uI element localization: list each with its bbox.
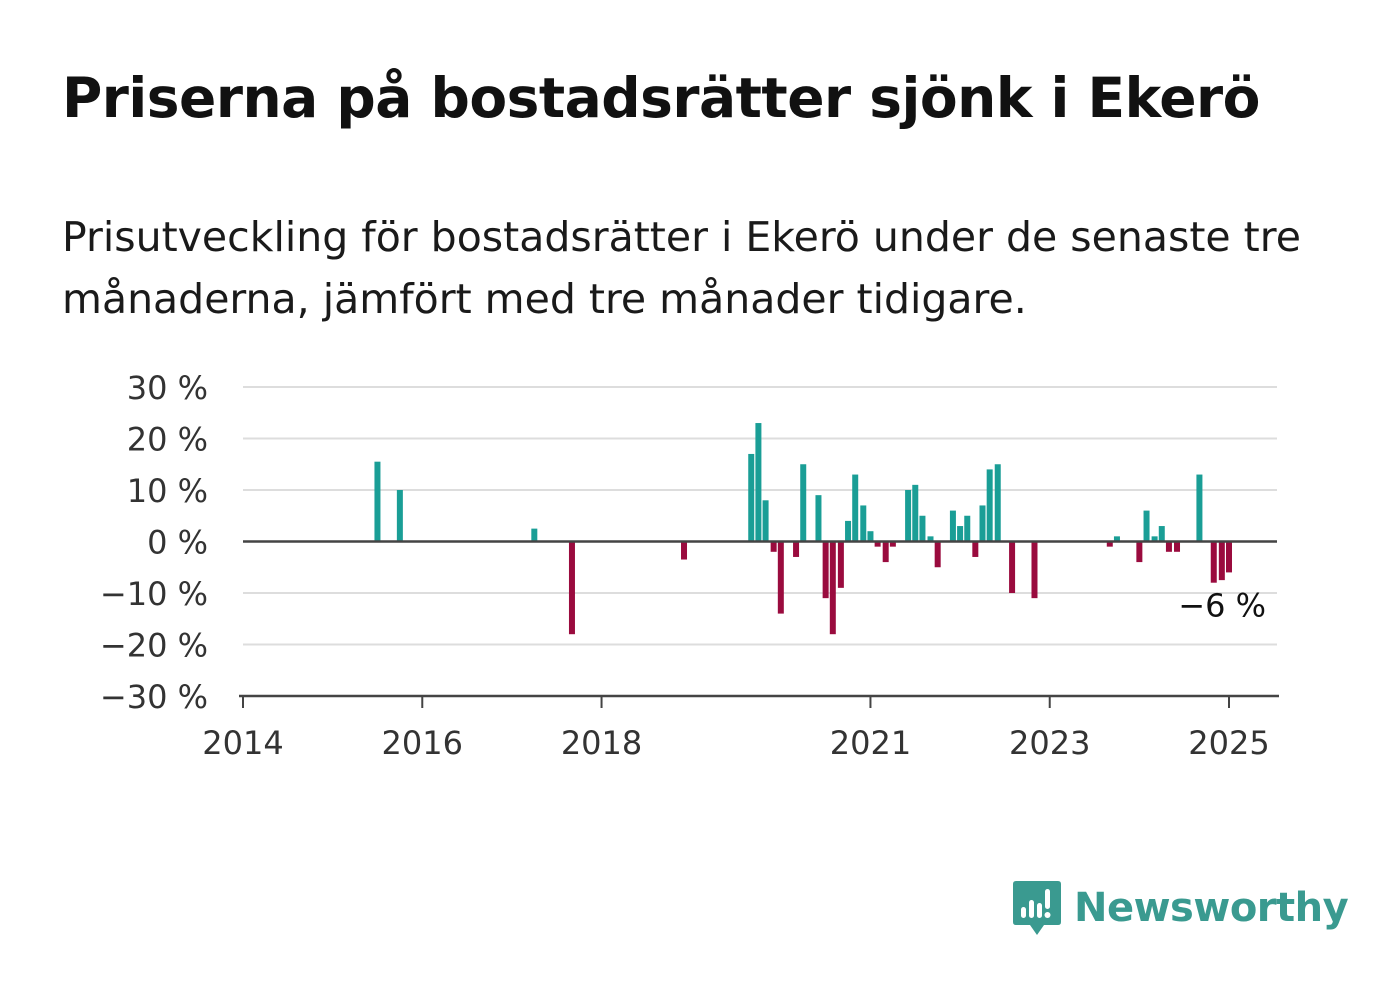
bar bbox=[949, 510, 956, 542]
bar bbox=[986, 469, 993, 542]
chart-title: Priserna på bostadsrätter sjönk i Ekerö bbox=[62, 66, 1260, 130]
bar bbox=[793, 541, 800, 557]
x-tick-label: 2014 bbox=[202, 724, 283, 762]
brand-name: Newsworthy bbox=[1074, 885, 1349, 931]
bar bbox=[1158, 526, 1165, 542]
chart-subtitle: Prisutveckling för bostadsrätter i Ekerö… bbox=[62, 213, 1301, 323]
bar bbox=[845, 520, 852, 542]
bar bbox=[770, 541, 777, 552]
y-tick-label: 10 % bbox=[127, 472, 208, 510]
bar bbox=[1218, 541, 1225, 581]
bar bbox=[979, 505, 986, 542]
bar bbox=[1196, 474, 1203, 542]
x-tick-label: 2016 bbox=[382, 724, 463, 762]
bar bbox=[1009, 541, 1016, 593]
bar bbox=[800, 464, 807, 542]
bar bbox=[927, 536, 934, 542]
y-tick-label: −20 % bbox=[100, 627, 208, 665]
bar bbox=[822, 541, 829, 599]
bar bbox=[1106, 541, 1113, 547]
bar bbox=[934, 541, 941, 568]
last-value-annotation: −6 % bbox=[1178, 586, 1266, 624]
bar bbox=[837, 541, 844, 588]
bar bbox=[531, 528, 538, 542]
bar bbox=[852, 474, 859, 542]
bar bbox=[972, 541, 979, 557]
y-tick-label: 0 % bbox=[147, 524, 208, 562]
bar bbox=[777, 541, 784, 614]
bar bbox=[964, 515, 971, 542]
bar-chart: 30 % 20 % 10 % 0 % −10 % −20 % −30 % 2014 2016 20… bbox=[100, 369, 1279, 762]
bar bbox=[755, 423, 762, 542]
bar bbox=[1031, 541, 1038, 599]
bar bbox=[568, 541, 575, 635]
bar bbox=[905, 490, 912, 542]
bar bbox=[829, 541, 836, 635]
bar bbox=[889, 541, 896, 547]
bar bbox=[1143, 510, 1150, 542]
bar bbox=[1174, 541, 1181, 552]
bar bbox=[374, 461, 381, 542]
bar bbox=[762, 500, 769, 542]
y-tick-label: 20 % bbox=[127, 421, 208, 459]
y-tick-label: −10 % bbox=[100, 575, 208, 613]
bar bbox=[860, 505, 867, 542]
x-tick-label: 2023 bbox=[1009, 724, 1090, 762]
x-tick-label: 2018 bbox=[561, 724, 642, 762]
bar bbox=[1151, 536, 1158, 542]
bar bbox=[874, 541, 881, 547]
bar bbox=[1113, 536, 1120, 542]
bar bbox=[396, 490, 403, 542]
brand-logo[interactable]: Newsworthy bbox=[1012, 878, 1349, 938]
bar bbox=[1226, 541, 1232, 573]
bar bbox=[912, 484, 919, 542]
newsworthy-logo-icon bbox=[1013, 881, 1061, 935]
bar bbox=[1165, 541, 1172, 552]
bar bbox=[867, 531, 874, 542]
bar bbox=[1136, 541, 1143, 563]
x-tick-label: 2025 bbox=[1188, 724, 1269, 762]
bar bbox=[815, 495, 822, 542]
bar bbox=[994, 464, 1001, 542]
y-tick-label: 30 % bbox=[127, 369, 208, 407]
bar bbox=[957, 526, 964, 542]
bar bbox=[1210, 541, 1217, 583]
bar bbox=[748, 453, 755, 542]
x-tick-label: 2021 bbox=[830, 724, 911, 762]
y-tick-label: −30 % bbox=[100, 678, 208, 716]
bar bbox=[882, 541, 889, 563]
bar bbox=[681, 541, 688, 560]
bar bbox=[919, 515, 926, 542]
